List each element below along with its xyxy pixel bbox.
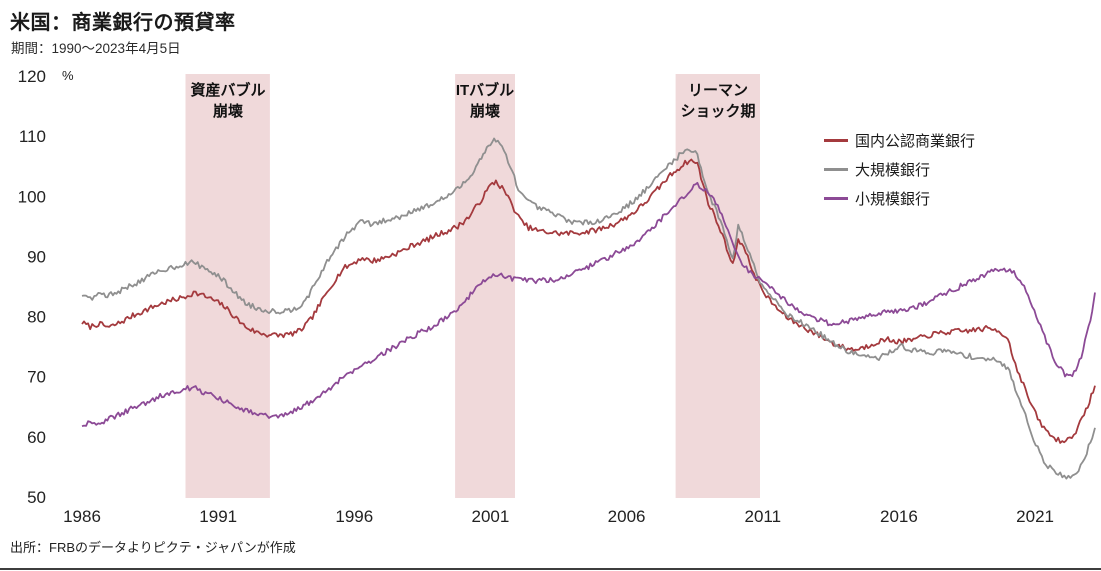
chart-period-subtitle: 期間：1990〜2023年4月5日 <box>11 41 181 56</box>
legend-swatch <box>824 197 848 200</box>
band-annotation-line: 崩壊 <box>212 103 244 120</box>
y-axis-tick-label: 80 <box>27 308 46 327</box>
y-axis-unit-label: % <box>62 68 74 83</box>
highlight-band-1 <box>455 74 515 498</box>
y-axis-tick-label: 100 <box>18 187 46 206</box>
series-line-0 <box>81 158 1096 444</box>
legend-label: 大規模銀行 <box>855 162 931 179</box>
band-annotation-1: ITバブル崩壊 <box>456 80 514 122</box>
x-axis-tick-label: 2021 <box>1016 507 1054 526</box>
band-annotation-line: ショック期 <box>680 103 756 120</box>
legend-item-0: 国内公認商業銀行 <box>824 126 975 155</box>
x-axis-tick-label: 2016 <box>880 507 918 526</box>
x-axis-tick-label: 2011 <box>745 507 782 526</box>
legend-swatch <box>824 168 848 171</box>
series-line-2 <box>81 181 1096 428</box>
y-axis-tick-label: 60 <box>27 428 46 447</box>
x-axis-tick-label: 2001 <box>471 507 509 526</box>
band-annotation-line: リーマン <box>687 82 749 99</box>
series-line-1 <box>81 137 1096 480</box>
x-axis-tick-label: 1996 <box>335 507 373 526</box>
band-annotation-2: リーマン ショック期 <box>680 80 755 122</box>
x-axis-tick-label: 2006 <box>608 507 646 526</box>
legend-item-2: 小規模銀行 <box>824 184 975 213</box>
legend-label: 小規模銀行 <box>855 191 931 208</box>
chart-legend: 国内公認商業銀行 大規模銀行小規模銀行 <box>824 126 975 213</box>
highlight-band-2 <box>675 74 760 498</box>
band-annotation-line: 資産バブル <box>190 82 266 99</box>
y-axis-tick-label: 110 <box>19 127 46 146</box>
x-axis-tick-label: 1986 <box>63 507 101 526</box>
band-annotation-line: 崩壊 <box>469 103 500 120</box>
legend-item-1: 大規模銀行 <box>824 155 975 184</box>
legend-label: 国内公認商業銀行 <box>855 133 976 150</box>
band-annotation-line: ITバブル <box>455 82 515 99</box>
x-axis-tick-label: 1991 <box>199 507 237 526</box>
legend-swatch <box>824 139 848 142</box>
y-axis-tick-label: 50 <box>27 488 46 507</box>
page-title: 米国：商業銀行の預貸率 <box>10 12 236 34</box>
y-axis-tick-label: 70 <box>27 368 46 387</box>
bottom-divider <box>0 568 1101 570</box>
source-note: 出所：FRBのデータよりピクテ・ジャパンが作成 <box>10 540 296 555</box>
band-annotation-0: 資産バブル 崩壊 <box>190 80 265 122</box>
y-axis-tick-label: 120 <box>18 67 46 86</box>
y-axis-tick-label: 90 <box>27 247 46 266</box>
